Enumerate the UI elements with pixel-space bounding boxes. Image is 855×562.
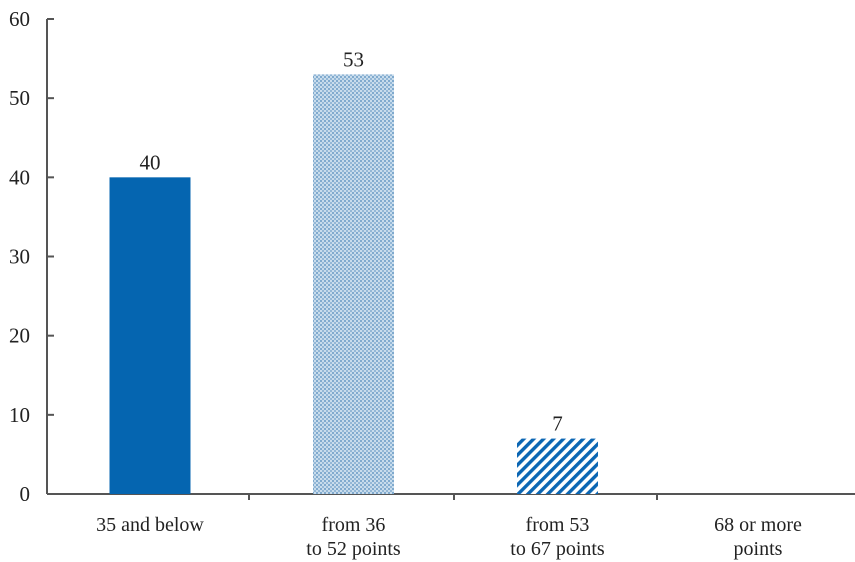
bars [109,74,598,495]
bar [313,74,394,495]
y-tick-label: 10 [9,403,30,427]
y-axis: 0 10 20 30 40 50 60 [9,7,54,506]
y-tick-label: 30 [9,245,30,269]
x-tick-label-line: from 53 [526,514,590,536]
x-tick-label: from 53 to 67 points [510,514,605,560]
y-tick-label: 50 [9,86,30,110]
x-tick-label-line: points [734,538,783,560]
x-tick-label: from 36 to 52 points [306,514,401,560]
bar [517,438,598,494]
bar-value-label: 7 [552,412,563,436]
y-tick-label: 0 [20,482,31,506]
x-tick-label-line: from 36 [322,514,386,536]
x-tick-label-line: 35 and below [96,514,204,536]
x-tick-label-line: 68 or more [714,514,802,536]
x-tick-label-line: to 67 points [510,538,605,560]
bar-value-label: 53 [343,47,364,71]
x-tick-label: 68 or more points [714,514,802,560]
x-tick-label-line: to 52 points [306,538,401,560]
y-tick-label: 20 [9,324,30,348]
y-tick-label: 40 [9,165,30,189]
y-tick-label: 60 [9,7,30,31]
bar-value-label: 40 [140,150,161,174]
bar [109,177,191,495]
data-labels: 40 53 7 [140,47,563,435]
x-tick-label: 35 and below [96,514,204,536]
